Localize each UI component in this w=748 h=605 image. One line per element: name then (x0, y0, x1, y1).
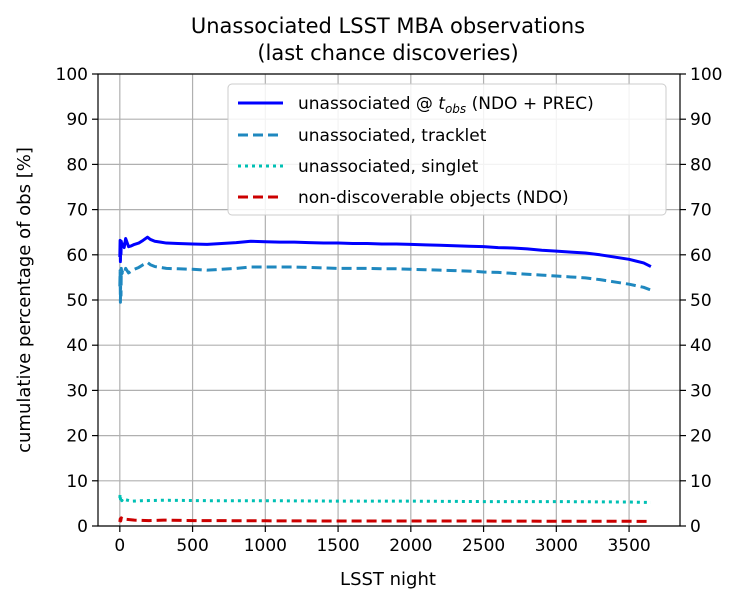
chart-title: Unassociated LSST MBA observations (191, 14, 585, 38)
x-tick-label-2: 1000 (244, 536, 287, 556)
y-tick-label-left-4: 40 (66, 336, 88, 356)
y-tick-label-right-9: 90 (690, 110, 712, 130)
legend-entry-2: unassociated, singlet (298, 157, 479, 177)
y-tick-label-right-5: 50 (690, 291, 712, 311)
y-tick-label-right-3: 30 (690, 381, 712, 401)
series-line-2 (118, 492, 651, 504)
y-tick-label-left-9: 90 (66, 110, 88, 130)
y-tick-label-right-1: 10 (690, 472, 712, 492)
y-tick-label-left-0: 0 (77, 517, 88, 537)
y-tick-label-right-8: 80 (690, 155, 712, 175)
y-tick-label-left-3: 30 (66, 381, 88, 401)
y-tick-label-right-4: 40 (690, 336, 712, 356)
y-tick-label-left-8: 80 (66, 155, 88, 175)
x-tick-label-0: 0 (114, 536, 125, 556)
x-tick-label-4: 2000 (389, 536, 432, 556)
y-tick-label-right-7: 70 (690, 201, 712, 221)
y-tick-label-right-2: 20 (690, 427, 712, 447)
y-tick-label-right-10: 100 (690, 65, 722, 85)
plot-frame (97, 73, 681, 527)
x-tick-label-7: 3500 (607, 536, 650, 556)
x-tick-label-3: 1500 (316, 536, 359, 556)
y-tick-label-left-2: 20 (66, 427, 88, 447)
legend: unassociated @ tobs (NDO + PREC) unassoc… (227, 83, 667, 216)
x-axis-label: LSST night (340, 569, 436, 590)
x-tick-label-1: 500 (176, 536, 208, 556)
chart-subtitle: (last chance discoveries) (257, 41, 518, 65)
y-tick-label-right-0: 0 (690, 517, 701, 537)
x-tick-label-5: 2500 (462, 536, 505, 556)
y-tick-label-left-5: 50 (66, 291, 88, 311)
y-tick-label-right-6: 60 (690, 246, 712, 266)
legend-entry-3: non-discoverable objects (NDO) (298, 188, 569, 208)
y-tick-label-left-6: 60 (66, 246, 88, 266)
series-layer (118, 235, 652, 523)
axis-ticks: 0 500 1000 1500 2000 2500 3000 3500 0 0 10 10 20 20 30… (56, 65, 723, 556)
y-tick-label-left-7: 70 (66, 201, 88, 221)
series-line-0 (118, 235, 652, 268)
legend-box (227, 83, 667, 216)
series-line-1 (118, 260, 652, 304)
series-line-3 (118, 516, 651, 523)
y-axis-label: cumulative percentage of obs [%] (14, 147, 35, 453)
legend-entry-0: unassociated @ tobs (NDO + PREC) (298, 94, 594, 116)
x-tick-label-6: 3000 (535, 536, 578, 556)
y-tick-label-left-10: 100 (56, 65, 88, 85)
legend-entry-1: unassociated, tracklet (298, 126, 487, 146)
y-tick-label-left-1: 10 (66, 472, 88, 492)
